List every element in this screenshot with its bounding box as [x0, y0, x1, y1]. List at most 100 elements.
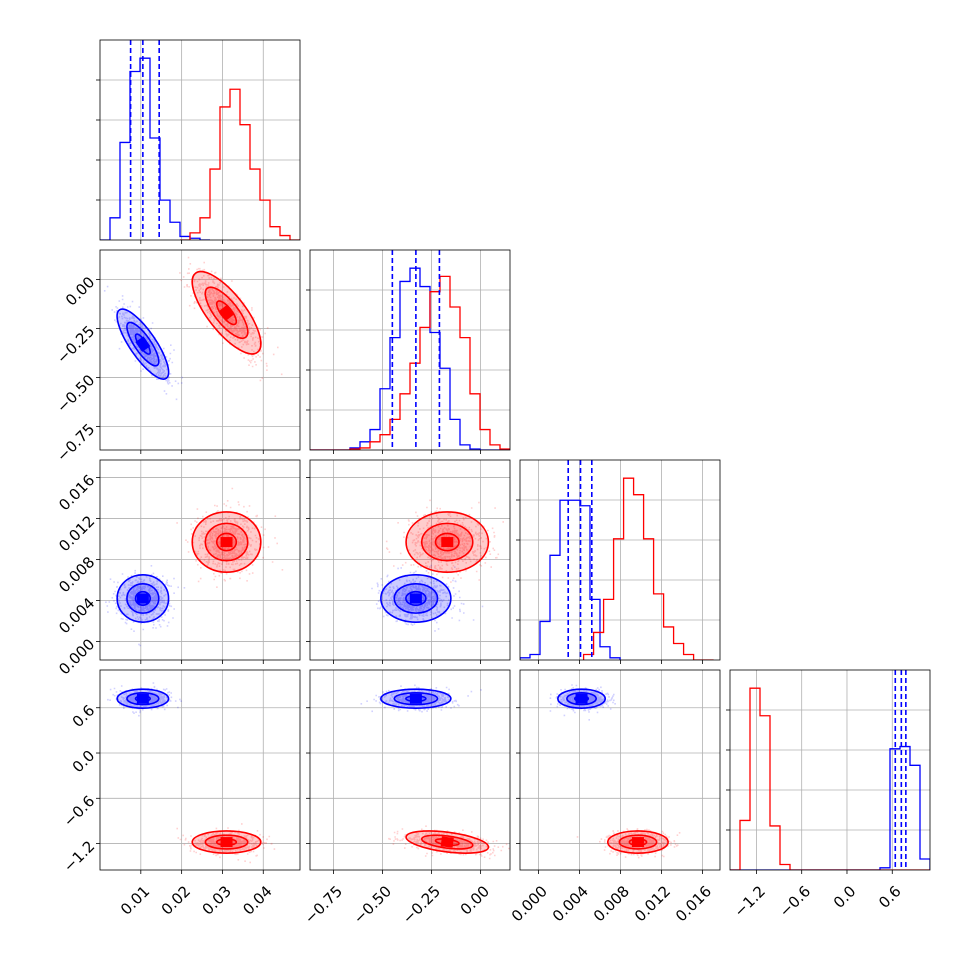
histogram-step-line — [100, 57, 210, 240]
y-tick-label: −0.75 — [53, 420, 98, 465]
density-contour — [606, 830, 669, 854]
panel-content — [360, 684, 510, 860]
density-peak — [220, 837, 233, 848]
panel-frame — [519, 669, 721, 871]
x-tick-label: −0.25 — [399, 882, 444, 927]
density-contour — [215, 532, 238, 552]
x-tick-label: −1.2 — [730, 882, 768, 920]
panel-content — [371, 499, 504, 632]
density-contour — [126, 582, 160, 614]
histogram-step-line — [582, 477, 714, 660]
histogram-step-line — [310, 267, 510, 450]
panel-frame — [99, 459, 301, 661]
histogram-step-line — [520, 499, 621, 660]
density-contour — [126, 321, 160, 367]
x-tick-label: 0.000 — [508, 882, 551, 925]
density-peak — [220, 537, 233, 548]
axes-grid — [96, 460, 300, 664]
density-peak — [440, 836, 454, 848]
density-contour — [134, 590, 152, 607]
density-group — [179, 256, 283, 382]
y-tick-label: 0.6 — [69, 701, 99, 731]
x-tick-label: 0.0 — [830, 882, 860, 912]
y-tick-label: −0.25 — [53, 322, 98, 367]
axes-grid — [96, 670, 300, 874]
panel-content — [107, 682, 276, 864]
density-contour — [393, 582, 439, 614]
axes-grid — [726, 670, 930, 874]
density-group — [360, 684, 482, 713]
density-contour — [191, 511, 262, 574]
panel-content — [549, 684, 681, 859]
axes-grid — [96, 250, 300, 454]
density-peak — [441, 537, 454, 548]
panel-frame — [309, 459, 511, 661]
density-peak — [409, 693, 422, 704]
panel-frame — [309, 249, 511, 451]
y-tick-label: 0.012 — [55, 512, 98, 555]
x-tick-label: 0.01 — [117, 882, 153, 918]
histogram-step-line — [310, 275, 510, 450]
x-tick-label: 0.016 — [672, 882, 715, 925]
x-tick-label: 0.03 — [199, 882, 235, 918]
density-contour — [204, 286, 249, 340]
panel-frame — [99, 39, 301, 241]
y-tick-label: 0.016 — [55, 471, 98, 514]
scatter-samples — [179, 256, 283, 382]
density-contour — [191, 270, 262, 355]
panel-frame — [729, 669, 931, 871]
density-contour — [116, 573, 170, 623]
histogram-step-line — [730, 745, 930, 870]
x-tick-label: 0.6 — [875, 882, 905, 912]
x-tick-label: 0.00 — [457, 882, 493, 918]
density-contour — [116, 688, 170, 709]
density-group — [385, 499, 504, 583]
density-contour — [405, 830, 490, 854]
density-contour — [405, 590, 427, 607]
density-peak — [631, 837, 644, 848]
x-tick-label: 0.008 — [590, 882, 633, 925]
scatter-samples — [371, 562, 484, 632]
panel-content — [520, 460, 714, 660]
density-contour — [215, 300, 238, 326]
panel-content — [103, 256, 283, 401]
histogram-group — [520, 460, 714, 660]
histogram-step-line — [730, 687, 930, 870]
y-tick-label: 0.00 — [62, 273, 98, 309]
x-tick-label: 0.004 — [549, 882, 592, 925]
density-group — [371, 562, 484, 632]
histogram-group — [100, 40, 300, 240]
y-tick-label: −1.2 — [60, 837, 98, 875]
density-contour — [405, 511, 490, 574]
density-peak — [218, 304, 235, 321]
density-contour — [191, 830, 262, 854]
x-tick-label: 0.012 — [631, 882, 674, 925]
y-tick-label: 0.004 — [55, 594, 98, 637]
density-contour — [566, 691, 598, 706]
density-group — [103, 285, 183, 401]
density-peak — [135, 336, 151, 352]
density-contour — [380, 688, 452, 709]
density-contour — [204, 834, 249, 850]
panel-frame — [99, 249, 301, 451]
x-tick-label: −0.50 — [350, 882, 395, 927]
histogram-group — [310, 250, 510, 450]
y-tick-label: 0.008 — [55, 553, 98, 596]
histogram-step-line — [180, 88, 300, 240]
x-tick-label: 0.04 — [239, 882, 275, 918]
y-tick-label: −0.6 — [60, 792, 98, 830]
density-group — [176, 487, 284, 588]
density-peak — [136, 593, 149, 604]
density-group — [388, 825, 510, 860]
panel-frame — [519, 459, 721, 661]
density-contour — [393, 691, 439, 706]
density-group — [549, 684, 616, 721]
panel-content — [100, 40, 300, 240]
density-contour — [618, 834, 658, 850]
density-group — [176, 823, 276, 864]
density-contour — [434, 532, 460, 552]
x-tick-label: 0.02 — [158, 882, 194, 918]
x-tick-label: −0.75 — [301, 882, 346, 927]
density-group — [107, 682, 182, 717]
